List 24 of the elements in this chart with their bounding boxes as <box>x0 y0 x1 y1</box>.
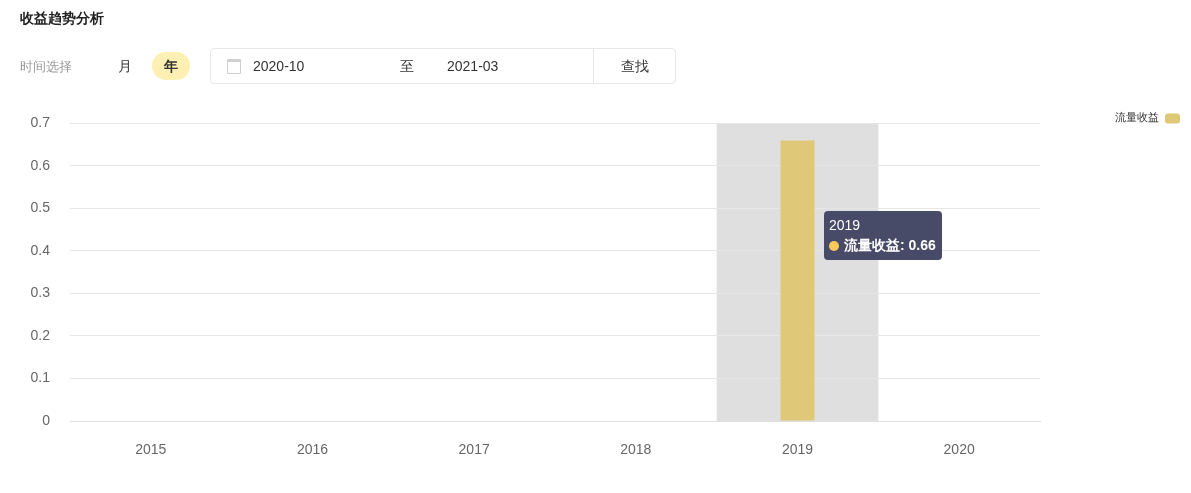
tooltip: 2019 流量收益: 0.66 <box>824 211 942 261</box>
y-tick-label: 0 <box>42 411 51 428</box>
x-tick-label: 2019 <box>781 441 814 458</box>
legend-label: 流量收益 <box>1115 111 1159 124</box>
x-tick-label: 2015 <box>135 441 167 458</box>
chart-title: 收益趋势分析 <box>20 9 104 27</box>
annotation: 流量收益: 0.66 <box>844 237 936 254</box>
y-tick-label: 0.6 <box>30 156 51 173</box>
x-tick-label: 2017 <box>458 441 490 458</box>
text: 月 <box>118 57 132 75</box>
x-tick-label: 2020 <box>943 441 975 458</box>
y-tick-label: 0.1 <box>30 369 51 386</box>
date-range-field: 2020-10 至 2021-03 查找 <box>210 48 676 84</box>
y-tick-label: 0.4 <box>30 241 51 258</box>
y-tick-label: 0.7 <box>30 114 51 131</box>
x-tick-label: 2018 <box>620 441 652 458</box>
y-tick-label: 0.3 <box>30 284 51 301</box>
y-tick-label: 0.2 <box>30 326 51 343</box>
annotation: 2019 <box>829 216 862 236</box>
x-tick-label: 2016 <box>296 441 329 458</box>
text: 时间选择 <box>20 58 72 75</box>
y-tick-label: 0.5 <box>30 199 51 216</box>
year-button: 年 <box>152 52 190 80</box>
search-button: 查找 <box>593 49 676 83</box>
